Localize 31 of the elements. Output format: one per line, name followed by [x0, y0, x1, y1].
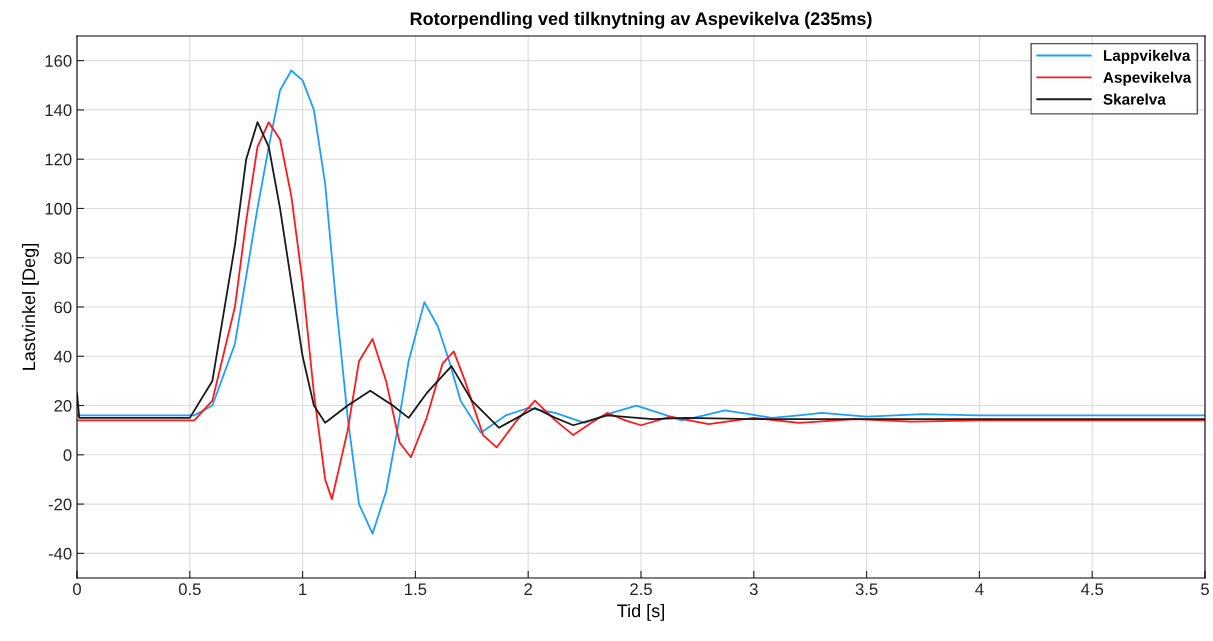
y-tick-label: 160: [45, 55, 72, 67]
y-tick-label: -20: [48, 498, 72, 511]
x-tick-label: 0: [73, 583, 81, 596]
x-tick-label: 2: [524, 583, 532, 595]
x-tick-label: 4.5: [1081, 583, 1104, 596]
y-tick-label: -40: [48, 547, 72, 560]
y-tick-label: 40: [53, 350, 72, 363]
line-series: [77, 121, 1205, 429]
y-tick-label: 120: [45, 153, 72, 166]
y-tick-label: 80: [54, 252, 72, 264]
x-axis-title: Tid [s]: [617, 603, 664, 621]
line-series: [77, 121, 1205, 501]
x-tick-label: 1: [299, 583, 307, 595]
y-tick-label: 140: [45, 104, 72, 117]
line-series: [77, 69, 1205, 535]
x-tick-label: 5: [1201, 583, 1209, 596]
legend-label: Lappvikelva: [1103, 49, 1191, 64]
x-tick-label: 3: [749, 583, 758, 596]
x-tick-label: 1.5: [405, 583, 427, 596]
legend-label: Aspevikelva: [1103, 71, 1192, 86]
y-tick-label: 0: [63, 449, 72, 462]
y-tick-label: 100: [45, 202, 72, 215]
chart-title: Rotorpendling ved tilknytning av Aspevikelva (235ms): [410, 11, 872, 29]
y-axis-title: Lastvinkel [Deg]: [21, 244, 39, 370]
y-tick-label: 20: [54, 399, 72, 412]
x-tick-label: 3.5: [855, 583, 878, 596]
y-tick-label: 60: [54, 301, 72, 314]
legend-label: Skarelva: [1103, 93, 1166, 105]
x-tick-label: 4: [975, 583, 984, 595]
x-tick-label: 0.5: [178, 583, 201, 596]
x-tick-label: 2.5: [630, 583, 652, 596]
